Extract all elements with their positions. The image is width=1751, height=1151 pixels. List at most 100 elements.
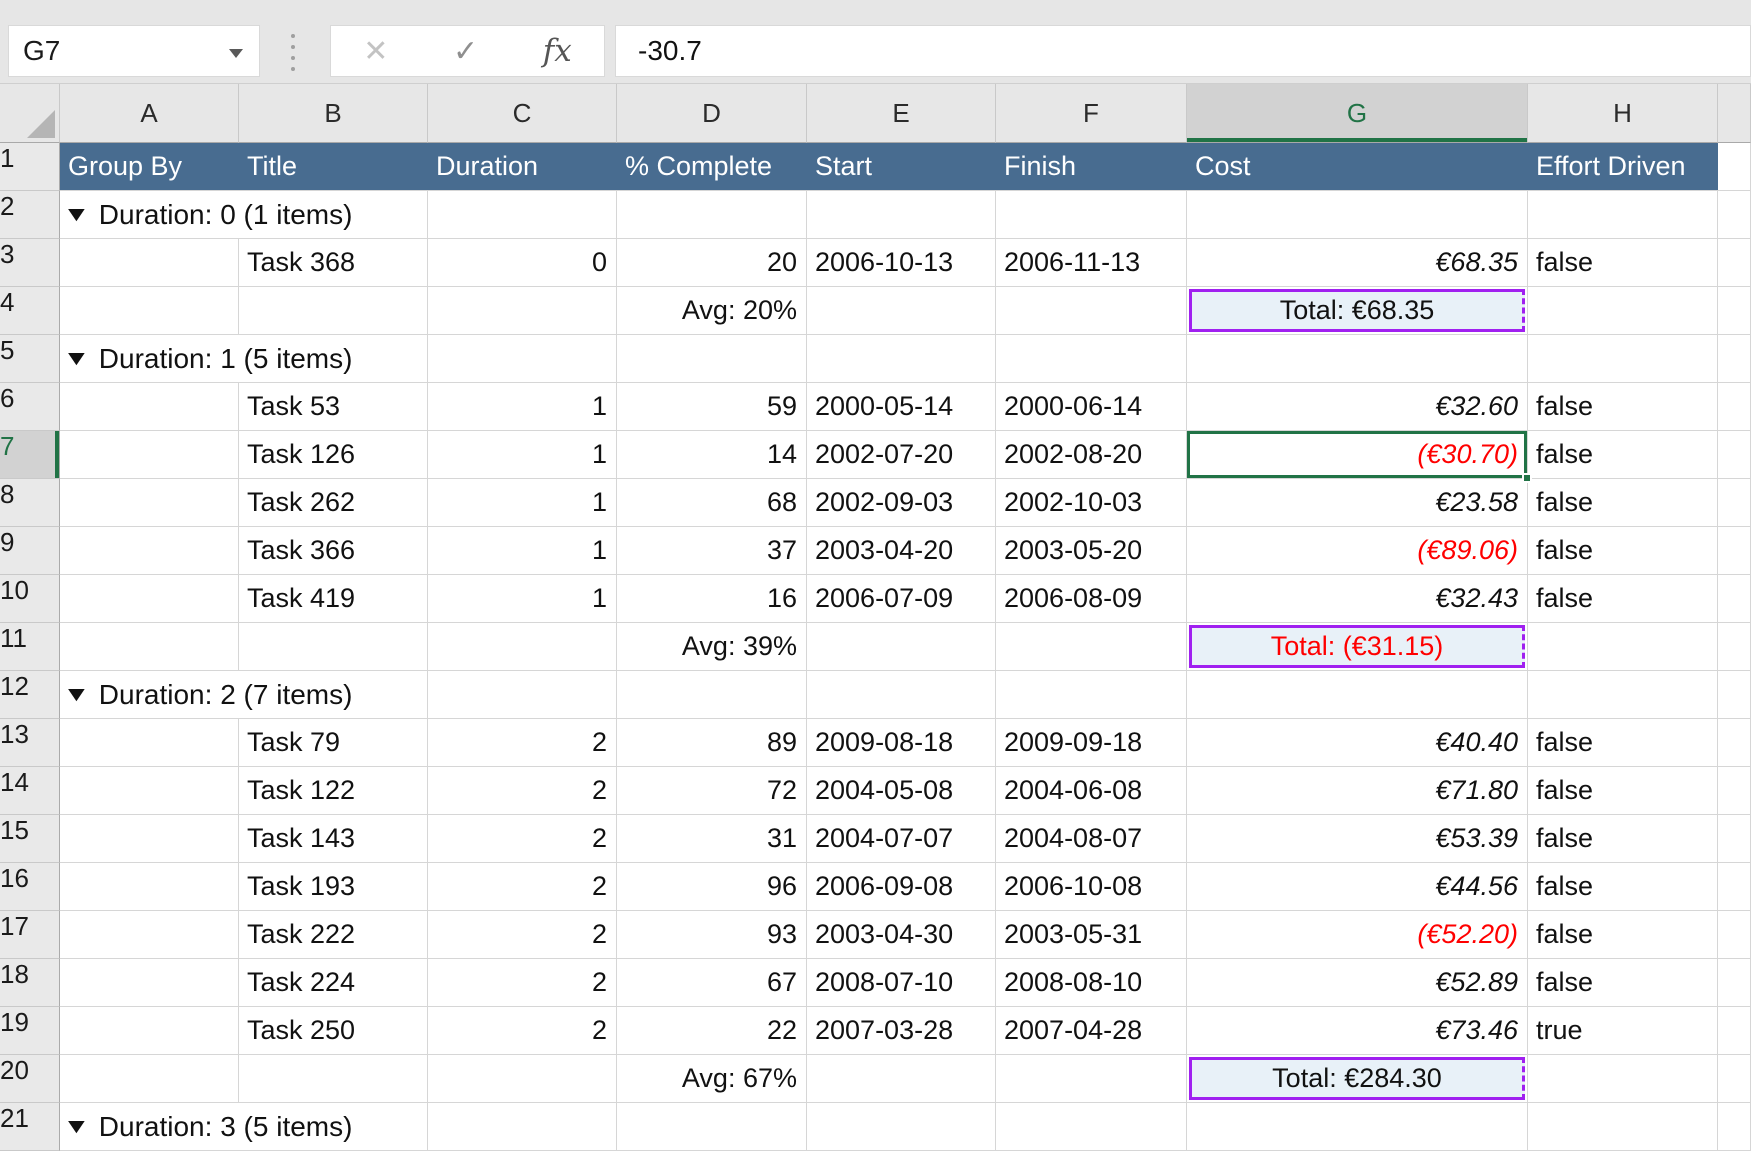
cell-E12[interactable] <box>807 671 996 719</box>
cell-I17[interactable] <box>1718 911 1751 959</box>
formula-input[interactable] <box>615 25 1751 77</box>
row-header-3[interactable]: 3 <box>0 239 60 287</box>
cell-F5[interactable] <box>996 335 1187 383</box>
cell-D3[interactable]: 20 <box>617 239 807 287</box>
cell-A17[interactable] <box>60 911 239 959</box>
cell-I2[interactable] <box>1718 191 1751 239</box>
cell-H11[interactable] <box>1528 623 1718 671</box>
cell-D8[interactable]: 68 <box>617 479 807 527</box>
insert-function-icon[interactable]: fx <box>543 33 572 69</box>
cell-G8[interactable]: €23.58 <box>1187 479 1528 527</box>
cell-A8[interactable] <box>60 479 239 527</box>
column-header-G[interactable]: G <box>1187 84 1528 143</box>
cell-A3[interactable] <box>60 239 239 287</box>
cell-H16[interactable]: false <box>1528 863 1718 911</box>
header-cell-A1[interactable]: Group By <box>60 143 239 191</box>
row-header-14[interactable]: 14 <box>0 767 60 815</box>
cell-F12[interactable] <box>996 671 1187 719</box>
cell-B11[interactable] <box>239 623 428 671</box>
cell-B7[interactable]: Task 126 <box>239 431 428 479</box>
cell-A19[interactable] <box>60 1007 239 1055</box>
cell-H5[interactable] <box>1528 335 1718 383</box>
column-header-extra[interactable] <box>1718 84 1751 143</box>
cell-D4-avg[interactable]: Avg: 20% <box>617 287 807 335</box>
collapse-group-icon[interactable]: ▼ <box>62 347 90 371</box>
cell-H12[interactable] <box>1528 671 1718 719</box>
row-header-8[interactable]: 8 <box>0 479 60 527</box>
row-header-13[interactable]: 13 <box>0 719 60 767</box>
cell-B15[interactable]: Task 143 <box>239 815 428 863</box>
cell-C15[interactable]: 2 <box>428 815 617 863</box>
cell-I4[interactable] <box>1718 287 1751 335</box>
row-header-5[interactable]: 5 <box>0 335 60 383</box>
cell-H17[interactable]: false <box>1528 911 1718 959</box>
group-row-label-2[interactable]: ▼Duration: 0 (1 items) <box>60 191 428 239</box>
cell-B13[interactable]: Task 79 <box>239 719 428 767</box>
cell-B9[interactable]: Task 366 <box>239 527 428 575</box>
cell-H2[interactable] <box>1528 191 1718 239</box>
row-header-15[interactable]: 15 <box>0 815 60 863</box>
cell-E7[interactable]: 2002-07-20 <box>807 431 996 479</box>
row-header-18[interactable]: 18 <box>0 959 60 1007</box>
cell-G7-selected[interactable]: (€30.70) <box>1187 431 1528 479</box>
name-box-dropdown-icon[interactable] <box>229 49 243 58</box>
cell-C6[interactable]: 1 <box>428 383 617 431</box>
cell-E5[interactable] <box>807 335 996 383</box>
cell-F19[interactable]: 2007-04-28 <box>996 1007 1187 1055</box>
collapse-group-icon[interactable]: ▼ <box>62 203 90 227</box>
cell-C12[interactable] <box>428 671 617 719</box>
cell-I6[interactable] <box>1718 383 1751 431</box>
cell-H8[interactable]: false <box>1528 479 1718 527</box>
cancel-icon[interactable]: ✕ <box>363 34 388 69</box>
cell-C7[interactable]: 1 <box>428 431 617 479</box>
cell-C2[interactable] <box>428 191 617 239</box>
cell-E21[interactable] <box>807 1103 996 1151</box>
row-header-20[interactable]: 20 <box>0 1055 60 1103</box>
cell-D16[interactable]: 96 <box>617 863 807 911</box>
cell-E8[interactable]: 2002-09-03 <box>807 479 996 527</box>
cell-F9[interactable]: 2003-05-20 <box>996 527 1187 575</box>
cell-D19[interactable]: 22 <box>617 1007 807 1055</box>
cell-D11-avg[interactable]: Avg: 39% <box>617 623 807 671</box>
cell-G4-total[interactable]: Total: €68.35 <box>1187 287 1528 335</box>
cell-C11[interactable] <box>428 623 617 671</box>
cell-A6[interactable] <box>60 383 239 431</box>
cell-H18[interactable]: false <box>1528 959 1718 1007</box>
cell-F18[interactable]: 2008-08-10 <box>996 959 1187 1007</box>
cell-G20-total[interactable]: Total: €284.30 <box>1187 1055 1528 1103</box>
cell-F3[interactable]: 2006-11-13 <box>996 239 1187 287</box>
cell-A4[interactable] <box>60 287 239 335</box>
cell-G6[interactable]: €32.60 <box>1187 383 1528 431</box>
cell-E19[interactable]: 2007-03-28 <box>807 1007 996 1055</box>
cell-I9[interactable] <box>1718 527 1751 575</box>
column-header-F[interactable]: F <box>996 84 1187 143</box>
cell-F10[interactable]: 2006-08-09 <box>996 575 1187 623</box>
header-cell-C1[interactable]: Duration <box>428 143 617 191</box>
row-header-1[interactable]: 1 <box>0 143 60 191</box>
cell-F15[interactable]: 2004-08-07 <box>996 815 1187 863</box>
cell-F4[interactable] <box>996 287 1187 335</box>
cell-I15[interactable] <box>1718 815 1751 863</box>
cell-B20[interactable] <box>239 1055 428 1103</box>
cell-E13[interactable]: 2009-08-18 <box>807 719 996 767</box>
cell-A11[interactable] <box>60 623 239 671</box>
cell-B19[interactable]: Task 250 <box>239 1007 428 1055</box>
row-header-10[interactable]: 10 <box>0 575 60 623</box>
cell-C5[interactable] <box>428 335 617 383</box>
cell-A18[interactable] <box>60 959 239 1007</box>
cell-A16[interactable] <box>60 863 239 911</box>
cell-F2[interactable] <box>996 191 1187 239</box>
cell-G9[interactable]: (€89.06) <box>1187 527 1528 575</box>
cell-G19[interactable]: €73.46 <box>1187 1007 1528 1055</box>
row-header-17[interactable]: 17 <box>0 911 60 959</box>
cell-F17[interactable]: 2003-05-31 <box>996 911 1187 959</box>
cell-C14[interactable]: 2 <box>428 767 617 815</box>
cell-D13[interactable]: 89 <box>617 719 807 767</box>
cell-D6[interactable]: 59 <box>617 383 807 431</box>
cell-G15[interactable]: €53.39 <box>1187 815 1528 863</box>
cell-B8[interactable]: Task 262 <box>239 479 428 527</box>
cell-F16[interactable]: 2006-10-08 <box>996 863 1187 911</box>
name-box[interactable]: G7 <box>8 25 260 77</box>
cell-D14[interactable]: 72 <box>617 767 807 815</box>
cell-H10[interactable]: false <box>1528 575 1718 623</box>
